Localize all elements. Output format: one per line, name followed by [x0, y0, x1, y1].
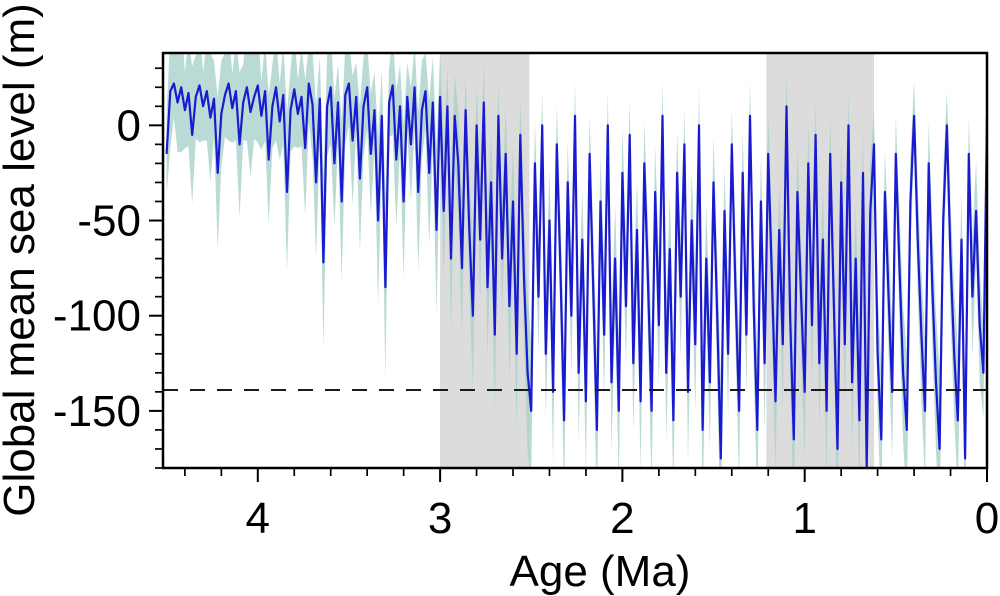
tick-layer: 4 3 2 1 0 0 -50 -100 -150	[53, 67, 999, 543]
y-tick-label: 0	[117, 101, 141, 150]
sea-level-line	[165, 82, 987, 468]
x-axis-title: Age (Ma)	[510, 547, 691, 596]
y-axis-title: Global mean sea level (m)	[0, 3, 44, 517]
x-tick-label: 1	[792, 494, 816, 543]
y-tick-label: -150	[53, 387, 141, 436]
x-tick-label: 4	[246, 494, 270, 543]
x-tick-label: 2	[610, 494, 634, 543]
x-tick-label: 0	[975, 494, 999, 543]
plot-border	[161, 51, 989, 470]
y-tick-label: -100	[53, 292, 141, 341]
x-tick-label: 3	[428, 494, 452, 543]
series-layer	[165, 53, 987, 468]
y-tick-label: -50	[77, 197, 141, 246]
